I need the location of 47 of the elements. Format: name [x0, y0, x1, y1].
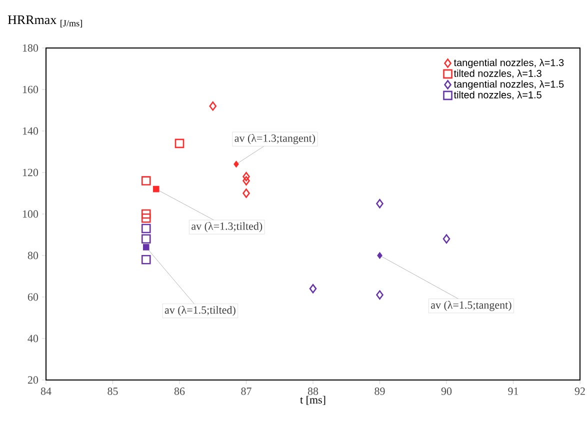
y-tick-label: 160 [22, 86, 38, 94]
annotation: av (λ=1.5;tilted) [164, 306, 236, 316]
point [141, 209, 151, 219]
x-tick-label: 86 [174, 388, 185, 395]
legend-label: tilted nozzles, λ=1.5 [454, 91, 542, 100]
point [377, 252, 382, 259]
y-axis-title: HRRmax $_{[J/ms]}$ [8, 16, 82, 28]
point [152, 186, 160, 192]
y-tick-label: 60 [28, 293, 38, 301]
point [142, 244, 150, 250]
x-tick-label: 90 [441, 388, 452, 395]
y-tick-label: 180 [22, 44, 38, 52]
point [242, 176, 250, 186]
annotation: av (λ=1.3;tilted) [192, 222, 262, 232]
x-tick-label: 87 [241, 388, 252, 395]
x-axis-title: t [ms] [300, 396, 326, 405]
point [376, 198, 384, 208]
point [141, 213, 151, 223]
point [442, 234, 450, 244]
point [174, 138, 184, 148]
x-tick-label: 85 [108, 388, 118, 395]
point [376, 290, 384, 300]
point [234, 161, 239, 168]
y-tick-label: 40 [28, 334, 38, 342]
legend-label: tangential nozzles, λ=1.5 [454, 80, 564, 90]
x-tick-label: 91 [508, 388, 518, 395]
point [242, 172, 250, 182]
x-tick-label: 89 [374, 388, 385, 395]
y-tick-label: 140 [22, 127, 38, 135]
y-tick-label: 80 [28, 252, 38, 260]
x-tick-label: 84 [40, 388, 52, 395]
point [141, 254, 151, 264]
annotation: av (λ=1.5;tangent) [430, 300, 512, 311]
x-tick-label: 88 [308, 388, 318, 395]
point [309, 284, 317, 294]
annotation: av (λ=1.3;tangent) [234, 134, 316, 144]
legend-label: tilted nozzles, λ=1.3 [454, 70, 542, 78]
y-tick-label: 20 [28, 376, 38, 384]
point [242, 188, 250, 198]
point [141, 234, 151, 244]
y-tick-label: 100 [22, 210, 38, 218]
point [141, 224, 151, 234]
point [209, 101, 217, 111]
legend-label: tangential nozzles, λ=1.3 [454, 58, 564, 68]
x-tick-label: 92 [574, 388, 585, 395]
point [141, 176, 151, 186]
y-tick-label: 120 [22, 168, 38, 176]
